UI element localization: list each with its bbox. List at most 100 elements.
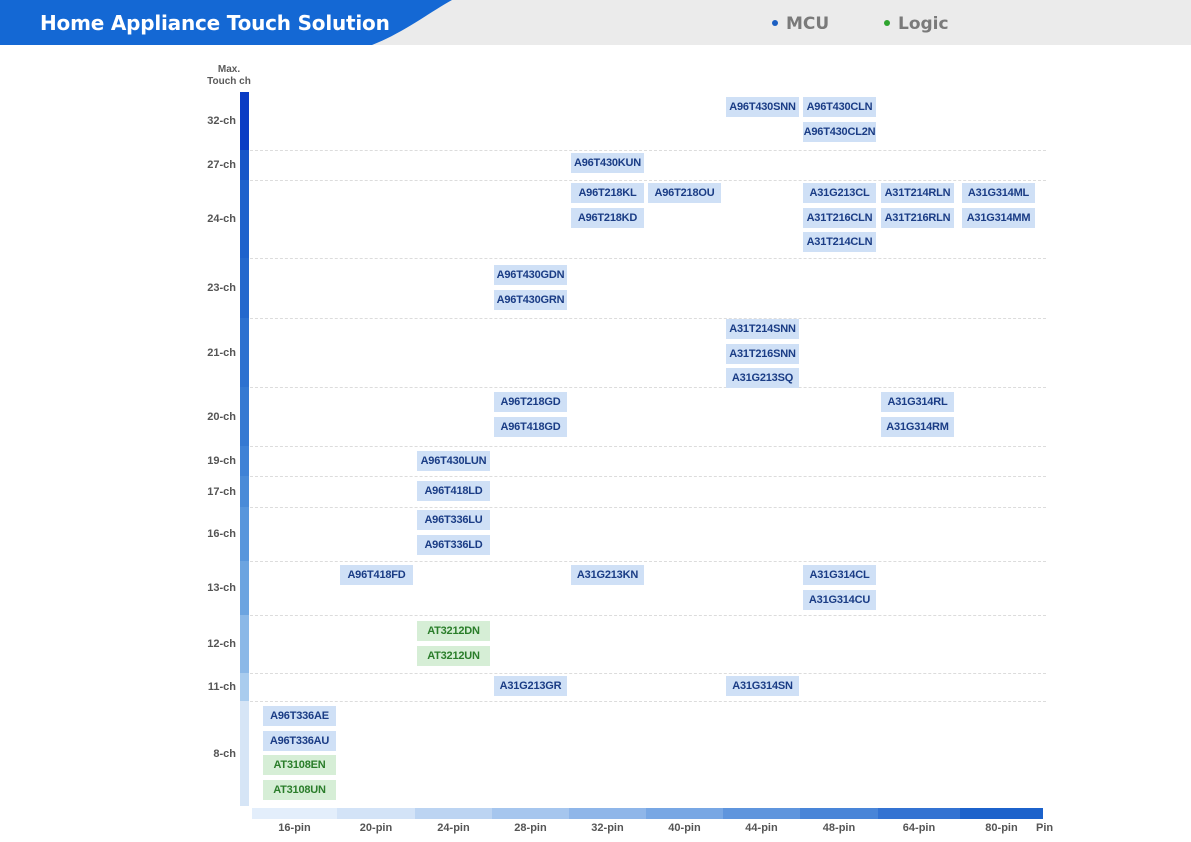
header-bar: Home Appliance Touch Solution MCU Logic [0, 0, 1191, 45]
y-axis-segment [240, 258, 249, 318]
mcu-part-chip: A31G314CL [803, 565, 876, 585]
mcu-part-chip: A96T430SNN [726, 97, 799, 117]
mcu-part-chip: A31T216SNN [726, 343, 799, 364]
x-axis-segment [723, 808, 800, 819]
row-divider [250, 387, 1046, 388]
row-divider [250, 476, 1046, 477]
logic-part-chip: AT3108EN [263, 755, 336, 775]
mcu-part-chip: A96T336AU [263, 730, 336, 751]
mcu-part-chip: A96T430LUN [417, 451, 490, 471]
mcu-part-chip: A96T218KL [571, 183, 644, 203]
legend-item-logic: Logic [884, 14, 949, 34]
x-axis-segment [252, 808, 337, 819]
x-tick-label: 20-pin [359, 822, 393, 834]
x-tick-label: 28-pin [514, 822, 547, 834]
y-tick-label: 12-ch [207, 638, 236, 650]
mcu-part-chip: A96T430CLN [803, 97, 876, 117]
row-divider [250, 507, 1046, 508]
mcu-part-chip: A31G314RL [881, 392, 954, 412]
y-tick-label: 27-ch [207, 159, 236, 171]
x-axis-gradient-bar [252, 808, 1043, 819]
x-tick-label: 44-pin [745, 822, 778, 834]
x-tick-label: 24-pin [437, 822, 470, 834]
y-axis-segment [240, 507, 249, 561]
y-axis-title-line: Max. [217, 64, 241, 75]
mcu-part-chip: A96T218GD [494, 392, 567, 412]
mcu-part-chip: A31G314CU [803, 589, 876, 610]
mcu-part-chip: A31G213CL [803, 183, 876, 203]
mcu-part-chip: A96T430KUN [571, 153, 644, 173]
mcu-part-chip: A96T430CL2N [803, 121, 876, 142]
x-tick-label: 48-pin [822, 822, 856, 834]
mcu-part-chip: A96T430GDN [494, 265, 567, 285]
y-tick-label: 13-ch [207, 582, 236, 594]
mcu-part-chip: A96T218KD [571, 207, 644, 228]
mcu-part-chip: A96T418LD [417, 481, 490, 501]
x-axis-segment [337, 808, 415, 819]
mcu-part-chip: A96T336LU [417, 510, 490, 530]
logic-part-chip: AT3212DN [417, 621, 490, 641]
row-divider [250, 150, 1046, 151]
y-tick-label: 17-ch [207, 485, 236, 498]
row-divider [250, 561, 1046, 562]
y-axis-segment [240, 561, 249, 615]
y-axis-segment [240, 476, 249, 507]
row-divider [250, 615, 1046, 616]
mcu-part-chip: A31T214SNN [726, 319, 799, 339]
y-axis-segment [240, 701, 249, 806]
mcu-part-chip: A31T216CLN [803, 207, 876, 228]
x-tick-label: 16-pin [278, 822, 311, 834]
mcu-part-chip: A96T430GRN [494, 289, 567, 310]
row-divider [250, 446, 1046, 447]
mcu-part-chip: A31G314ML [962, 183, 1035, 203]
row-divider [250, 258, 1046, 259]
x-axis-segment [800, 808, 878, 819]
mcu-part-chip: A31T216RLN [881, 207, 954, 228]
y-axis-segment [240, 150, 249, 180]
mcu-part-chip: A31G314MM [962, 207, 1035, 228]
mcu-part-chip: A31G213SQ [726, 368, 799, 388]
legend-dot-logic [884, 20, 890, 26]
y-tick-label: 8-ch [213, 747, 236, 760]
mcu-part-chip: A31T214RLN [881, 183, 954, 203]
x-axis-segment [492, 808, 569, 819]
logic-part-chip: AT3212UN [417, 645, 490, 666]
legend-dot-mcu [772, 20, 778, 26]
y-tick-label: 19-ch [207, 455, 236, 467]
y-axis-segment [240, 673, 249, 701]
mcu-part-chip: A31T214CLN [803, 232, 876, 252]
title-banner [0, 0, 452, 45]
legend-item-mcu: MCU [772, 14, 829, 34]
x-axis-segment [569, 808, 646, 819]
legend-label-mcu: MCU [786, 14, 830, 34]
legend-label-logic: Logic [898, 14, 949, 34]
mcu-part-chip: A96T218OU [648, 183, 721, 203]
x-tick-label: 64-pin [902, 822, 936, 834]
mcu-part-chip: A31G213GR [494, 676, 567, 696]
x-axis-segment [646, 808, 723, 819]
y-tick-label: 16-ch [207, 528, 236, 540]
x-tick-label: 80-pin [985, 822, 1018, 834]
mcu-part-chip: A31G314SN [726, 676, 799, 696]
x-tick-label: 40-pin [668, 822, 701, 834]
logic-part-chip: AT3108UN [263, 779, 336, 800]
y-tick-label: 32-ch [207, 115, 236, 127]
mcu-part-chip: A96T418FD [340, 565, 413, 585]
x-axis-segment [878, 808, 960, 819]
row-divider [250, 318, 1046, 319]
row-divider [250, 180, 1046, 181]
y-axis-title: Max. Touch ch [205, 64, 253, 88]
y-axis-segment [240, 92, 249, 150]
y-axis-title-line: Touch ch [207, 76, 251, 87]
y-axis-segment [240, 615, 249, 673]
y-axis-segment [240, 318, 249, 387]
mcu-part-chip: A96T336AE [263, 706, 336, 726]
x-axis-segment [960, 808, 1043, 819]
y-tick-label: 11-ch [207, 681, 236, 693]
mcu-part-chip: A96T336LD [417, 534, 490, 555]
y-tick-label: 23-ch [207, 282, 236, 294]
row-divider [250, 673, 1046, 674]
y-axis-segment [240, 180, 249, 258]
y-axis-gradient-bar [240, 92, 249, 806]
mcu-part-chip: A31G213KN [571, 565, 644, 585]
